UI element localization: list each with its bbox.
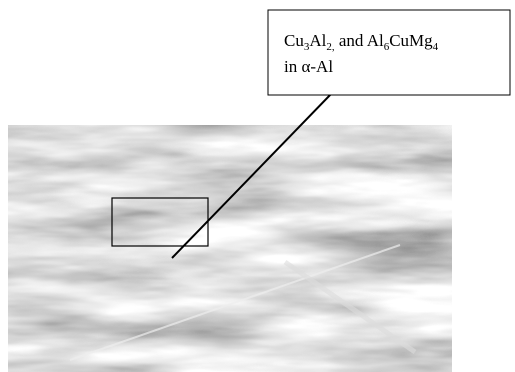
- figure: Cu3Al2, and Al6CuMg4 in α-Al: [0, 0, 515, 372]
- label-subscript: 2,: [326, 41, 335, 53]
- label-text: CuMg: [389, 31, 433, 50]
- label-text: and Al: [335, 31, 384, 50]
- label-text: Al: [309, 31, 326, 50]
- label-text: Cu: [284, 31, 304, 50]
- label-line-2: in α-Al: [284, 57, 333, 76]
- label-subscript: 4: [433, 41, 439, 53]
- micrograph-texture: [8, 125, 452, 372]
- micrograph: [8, 125, 452, 372]
- page: Cu3Al2, and Al6CuMg4 in α-Al (() => { co…: [0, 0, 515, 372]
